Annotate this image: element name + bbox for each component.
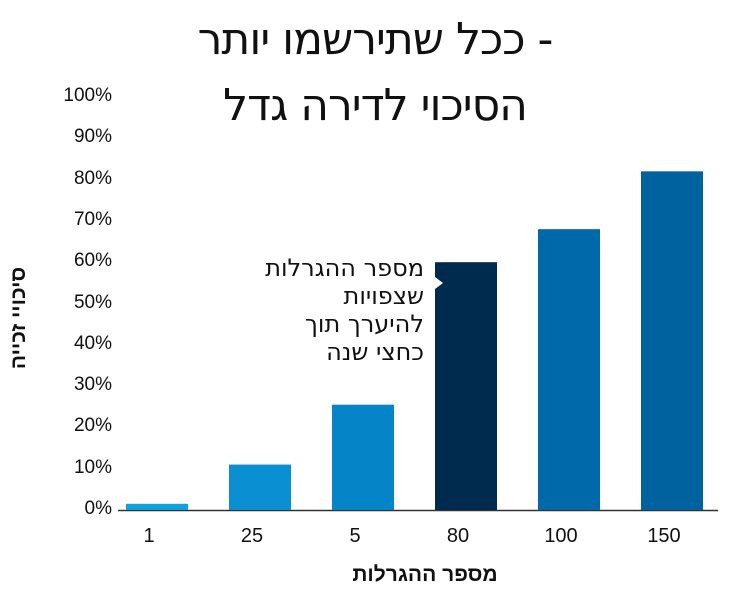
y-tick-label: 0% — [84, 498, 112, 519]
y-tick-label: 50% — [73, 291, 112, 313]
y-tick-label: 20% — [73, 415, 112, 437]
annotation-pointer — [435, 277, 443, 289]
y-tick-label: 30% — [73, 374, 112, 396]
annotation-line: להיערך תוך — [305, 310, 424, 338]
y-tick-label: 60% — [73, 250, 112, 272]
bar-150 — [641, 171, 703, 510]
x-tick-label: 1 — [143, 525, 155, 547]
annotation-line: מספר ההגרלות — [265, 254, 424, 282]
x-tick-label: 5 — [349, 525, 361, 547]
y-tick-label: 70% — [73, 208, 112, 230]
annotation-text: מספר ההגרלות שצפויות להיערך תוך כחצי שנה — [206, 254, 424, 366]
x-tick-label: 25 — [240, 525, 264, 547]
bar-100 — [538, 229, 600, 510]
chart-title-line-1: ככל שתירשמו יותר - — [197, 14, 554, 65]
y-tick-label: 100% — [63, 85, 112, 106]
bar-80 — [435, 262, 497, 510]
y-tick-label: 90% — [73, 126, 112, 148]
x-tick-label: 80 — [446, 525, 470, 547]
x-tick-label: 150 — [647, 525, 681, 547]
bar-25 — [229, 464, 291, 510]
bar-5 — [332, 404, 394, 510]
y-tick-label: 10% — [73, 456, 112, 478]
bar-1 — [126, 503, 188, 510]
y-tick-label: 40% — [73, 332, 112, 354]
chart-title-line-2: הסיכוי לדירה גדל — [223, 80, 528, 131]
y-tick-label: 80% — [73, 167, 112, 189]
annotation-line: שצפויות — [343, 282, 424, 310]
y-axis-label: סיכויי זכייה — [7, 266, 30, 370]
x-axis-label: מספר ההגרלות — [352, 563, 498, 586]
x-tick-label: 100 — [544, 525, 578, 547]
annotation-line: כחצי שנה — [326, 338, 424, 366]
